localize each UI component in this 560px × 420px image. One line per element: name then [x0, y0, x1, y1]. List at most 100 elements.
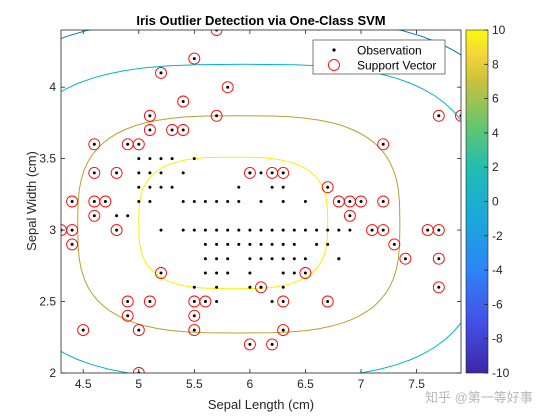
observation-point: [303, 257, 307, 261]
legend-support-vector-label: Support Vector: [357, 59, 436, 73]
observation-point: [248, 242, 252, 246]
observation-point: [281, 185, 285, 189]
support-vector-marker: [199, 295, 212, 308]
observation-point: [192, 228, 196, 232]
observation-point: [192, 57, 196, 61]
support-vector-marker: [143, 124, 156, 136]
support-vector-marker: [66, 224, 79, 237]
observation-point: [281, 228, 285, 232]
observation-point: [81, 328, 85, 332]
observation-point: [148, 200, 152, 203]
support-vector-marker: [321, 181, 334, 194]
observation-point: [259, 242, 263, 246]
support-vector-marker: [88, 166, 101, 179]
x-tick-label: 7: [358, 377, 365, 391]
observation-point: [292, 228, 296, 232]
observation-point: [192, 314, 196, 318]
y-axis-ticks: 2 2.5 3 3.5 4: [39, 80, 461, 380]
contour-third: [77, 115, 401, 334]
observation-point: [348, 214, 352, 218]
observation-point: [437, 285, 441, 289]
colorbar-tick-label: 6: [492, 92, 499, 106]
colorbar-tick-label: 8: [492, 57, 499, 71]
x-tick-label: 5.5: [186, 377, 203, 391]
observation-point: [137, 157, 141, 161]
y-tick-label: 2.5: [39, 295, 56, 309]
support-vector-marker: [121, 309, 134, 322]
observation-point: [237, 200, 241, 203]
contour-second: [61, 63, 461, 373]
observation-point: [248, 342, 252, 346]
observation-point: [192, 300, 196, 303]
observation-point: [226, 200, 230, 203]
support-vector-marker: [221, 81, 234, 94]
support-vector-marker: [432, 281, 445, 294]
support-vector-marker: [266, 338, 279, 351]
observation-point: [281, 242, 285, 246]
legend-box: [312, 39, 446, 75]
support-vector-marker: [132, 324, 145, 337]
observation-point: [203, 257, 207, 261]
support-vector-marker: [132, 367, 145, 373]
observation-point: [92, 171, 96, 175]
y-axis-label: Sepal Width (cm): [24, 151, 39, 251]
support-vector-marker: [88, 209, 101, 222]
observation-point: [303, 228, 307, 232]
support-vector-marker: [355, 195, 367, 208]
support-vector-marker: [399, 252, 412, 265]
x-tick-label: 6: [247, 377, 254, 391]
observation-point: [92, 200, 96, 203]
observation-point: [192, 328, 196, 332]
observation-point: [92, 142, 96, 146]
support-vector-marker: [343, 209, 356, 222]
support-vector-marker: [177, 95, 190, 108]
observation-point: [303, 271, 307, 275]
y-tick-label: 4: [49, 80, 56, 94]
observation-point: [192, 285, 196, 289]
observation-point: [259, 285, 263, 289]
colorbar-ticks: 10 8 6 4 2 0 -2 -4 -6 -8 -10: [484, 23, 510, 380]
x-axis-ticks: 4.5 5 5.5 6 6.5 7 7.5: [75, 30, 425, 391]
observation-point: [237, 242, 241, 246]
support-vector-marker: [110, 166, 123, 179]
observation-point: [437, 114, 441, 118]
observation-point: [259, 171, 263, 175]
observation-point: [392, 242, 396, 246]
observation-point: [203, 200, 207, 203]
observation-point: [170, 157, 174, 161]
support-vector-marker: [210, 109, 223, 122]
observation-point: [326, 300, 330, 303]
observation-point: [181, 228, 185, 232]
support-vector-marker: [377, 138, 390, 151]
observation-point: [270, 300, 274, 303]
support-vector-marker: [66, 238, 79, 251]
contour-inner: [138, 156, 329, 290]
observation-point: [215, 242, 219, 246]
observation-point: [148, 171, 152, 175]
observation-point: [292, 271, 296, 275]
observation-point: [70, 200, 74, 203]
y-tick-label: 2: [49, 366, 56, 380]
observation-point: [270, 342, 274, 346]
observation-point: [159, 185, 163, 189]
colorbar-tick-label: 10: [492, 23, 506, 37]
observation-point: [215, 257, 219, 261]
support-vector-marker: [66, 195, 79, 208]
support-vector-marker: [299, 267, 312, 279]
observation-point: [126, 214, 130, 218]
observation-point: [148, 157, 152, 161]
support-vector-marker: [177, 124, 190, 136]
support-vector-marker: [388, 238, 401, 251]
observation-point: [259, 200, 263, 203]
observation-point: [337, 200, 341, 203]
observation-point: [226, 242, 230, 246]
x-tick-label: 5: [135, 377, 142, 391]
observation-point: [326, 242, 330, 246]
observation-point: [192, 200, 196, 203]
x-axis-label: Sepal Length (cm): [208, 397, 314, 412]
observation-point: [237, 228, 241, 232]
axes-box: [60, 29, 462, 374]
observation-point: [292, 242, 296, 246]
support-vector-marker: [77, 324, 90, 337]
contour-lines: [61, 30, 461, 373]
